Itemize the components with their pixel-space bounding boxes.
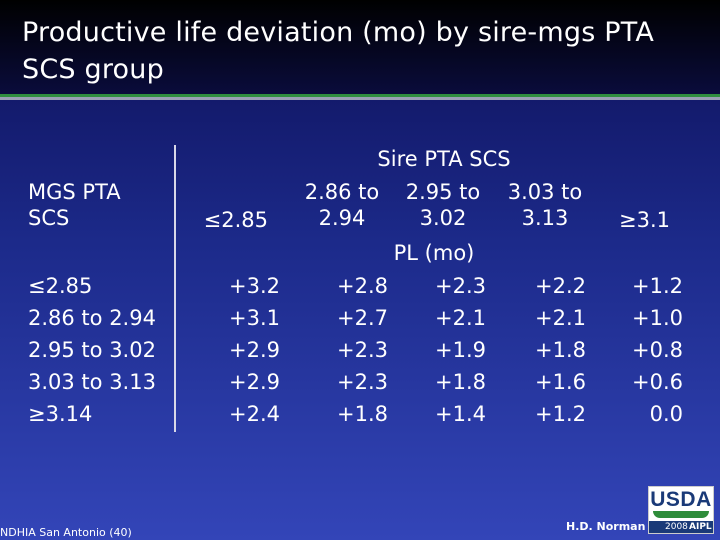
slide-title-line-2: SCS group: [22, 54, 164, 85]
table-cell: +2.2: [535, 274, 586, 298]
col-header-3-line-1: 2.95 to: [405, 180, 481, 204]
slide-title: Productive life deviation (mo) by sire-m…: [22, 14, 654, 88]
usda-logo: USDA 2008 AIPL: [648, 486, 714, 534]
table-cell: +2.3: [337, 370, 388, 394]
table-cell: +2.7: [337, 306, 388, 330]
row-label: ≤2.85: [28, 274, 93, 298]
table-cell: +1.6: [535, 370, 586, 394]
table-cell: +1.9: [435, 338, 486, 362]
table-cell: +1.8: [435, 370, 486, 394]
row-label: 3.03 to 3.13: [28, 370, 156, 394]
col-header-4-line-2: 3.13: [521, 206, 569, 230]
usda-swoosh-icon: [653, 511, 709, 518]
table-cell: +2.8: [337, 274, 388, 298]
col-header-2-line-1: 2.86 to: [304, 180, 380, 204]
table-cell: +0.8: [632, 338, 683, 362]
usda-logo-text: USDA: [650, 488, 712, 511]
table-cell: +2.9: [229, 370, 280, 394]
unit-label: PL (mo): [393, 241, 475, 265]
footer-event: NDHIA San Antonio (40): [0, 526, 132, 539]
col-header-3-line-2: 3.02: [419, 206, 467, 230]
table-cell: +1.4: [435, 402, 486, 426]
row-header-line-1: MGS PTA: [28, 180, 121, 204]
aipl-mark: AIPL: [689, 522, 712, 532]
table-cell: +1.2: [535, 402, 586, 426]
table-cell: +3.1: [229, 306, 280, 330]
col-header-4-line-1: 3.03 to: [507, 180, 583, 204]
col-header-4: 3.03 to 3.13: [493, 179, 597, 231]
table-cell: +1.8: [337, 402, 388, 426]
row-header-line-2: SCS: [28, 206, 70, 230]
col-header-2: 2.86 to 2.94: [290, 179, 394, 231]
row-header-label: MGS PTA SCS: [28, 179, 121, 231]
col-header-5: ≥3.1: [619, 208, 670, 232]
row-label: ≥3.14: [28, 402, 93, 426]
col-header-2-line-2: 2.94: [318, 206, 366, 230]
table-cell: +2.1: [535, 306, 586, 330]
table-cell: +1.2: [632, 274, 683, 298]
table-cell: +1.8: [535, 338, 586, 362]
col-header-3: 2.95 to 3.02: [391, 179, 495, 231]
table-cell: 0.0: [649, 402, 683, 426]
table-cell: +3.2: [229, 274, 280, 298]
row-label: 2.95 to 3.02: [28, 338, 156, 362]
table-cell: +1.0: [632, 306, 683, 330]
table-cell: +2.3: [435, 274, 486, 298]
title-rule-green: [0, 94, 720, 97]
title-bar: [0, 0, 720, 95]
slide-title-line-1: Productive life deviation (mo) by sire-m…: [22, 17, 655, 48]
footer-author: H.D. Norman: [566, 520, 646, 533]
table-cell: +2.9: [229, 338, 280, 362]
table-cell: +2.4: [229, 402, 280, 426]
table-cell: +2.3: [337, 338, 388, 362]
title-rule-grey: [0, 97, 720, 100]
col-header-1: ≤2.85: [203, 208, 268, 232]
row-label: 2.86 to 2.94: [28, 306, 156, 330]
table-cell: +0.6: [632, 370, 683, 394]
usda-logo-band: [649, 521, 713, 533]
table-cell: +2.1: [435, 306, 486, 330]
sire-header: Sire PTA SCS: [377, 147, 511, 171]
row-header-divider: [174, 145, 176, 432]
usda-logo-year: 2008: [665, 522, 688, 532]
